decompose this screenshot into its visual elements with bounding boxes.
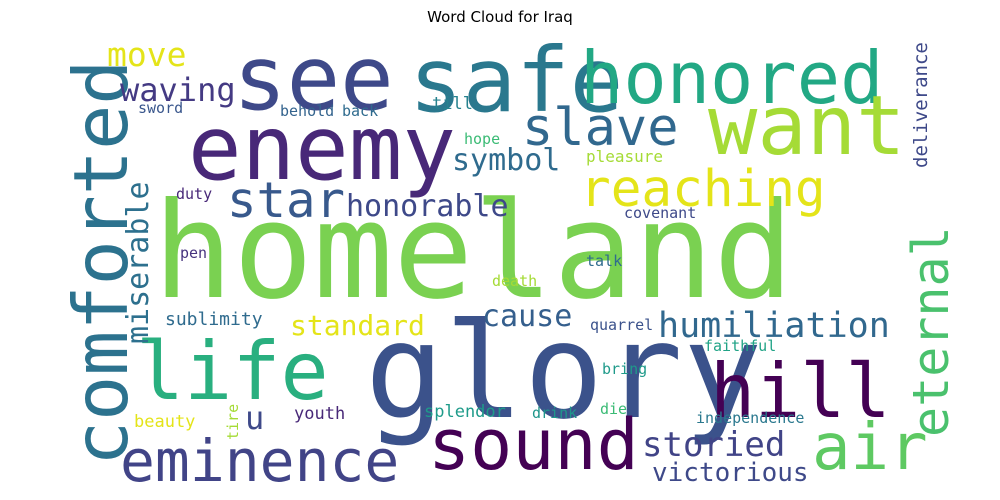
chart-title: Word Cloud for Iraq [427, 8, 573, 26]
word-sublimity: sublimity [165, 309, 263, 330]
word-deliverance: deliverance [910, 42, 932, 168]
word-eminence: eminence [120, 427, 400, 484]
word-youth: youth [294, 404, 346, 424]
word-star: star [227, 172, 346, 229]
word-see: see [233, 34, 394, 130]
word-sound: sound [428, 404, 639, 484]
word-independence: independence [696, 409, 805, 427]
word-drink: drink [532, 404, 578, 422]
word-cause: cause [482, 299, 573, 334]
word-safe: safe [409, 34, 624, 132]
word-pleasure: pleasure [586, 147, 664, 166]
word-back: back [342, 102, 379, 120]
word-duty: duty [176, 185, 213, 203]
word-talk: talk [586, 252, 623, 270]
word-standard: standard [290, 309, 425, 342]
word-victorious: victorious [652, 458, 809, 484]
word-die: die [600, 400, 628, 418]
word-eternal: eternal [902, 226, 950, 437]
word-homeland: homeland [153, 175, 794, 329]
word-humiliation: humiliation [658, 306, 890, 346]
word-quarrel: quarrel [590, 316, 654, 334]
word-honored: honored [580, 36, 884, 120]
word-bring: bring [602, 360, 648, 378]
word-want: want [708, 79, 906, 174]
word-storied: storied [642, 425, 786, 465]
word-splendor: splendor [424, 402, 506, 422]
word-symbol: symbol [452, 143, 561, 178]
word-reaching: reaching [580, 160, 826, 219]
word-u: u [245, 399, 265, 437]
word-till: till [432, 94, 473, 114]
word-waving: waving [120, 71, 236, 109]
word-pen: pen [180, 244, 208, 262]
word-cloud: homeland glory enemy see safe honored wa… [50, 34, 950, 484]
word-glory: glory [365, 295, 763, 449]
word-hill: hill [710, 347, 891, 435]
word-life: life [136, 325, 329, 418]
word-covenant: covenant [624, 204, 697, 222]
word-enemy: enemy [188, 96, 456, 200]
word-behold: behold [280, 102, 335, 120]
word-hope: hope [464, 130, 501, 148]
word-air: air [812, 411, 928, 484]
word-sword: sword [138, 99, 184, 117]
word-honorable: honorable [346, 189, 509, 224]
word-death: death [492, 272, 538, 290]
word-slave: slave [522, 98, 679, 158]
word-miserable: miserable [121, 181, 156, 344]
word-faithful: faithful [704, 337, 777, 355]
word-tire: tire [224, 403, 242, 440]
word-beauty: beauty [134, 412, 196, 432]
word-move: move [107, 35, 187, 74]
